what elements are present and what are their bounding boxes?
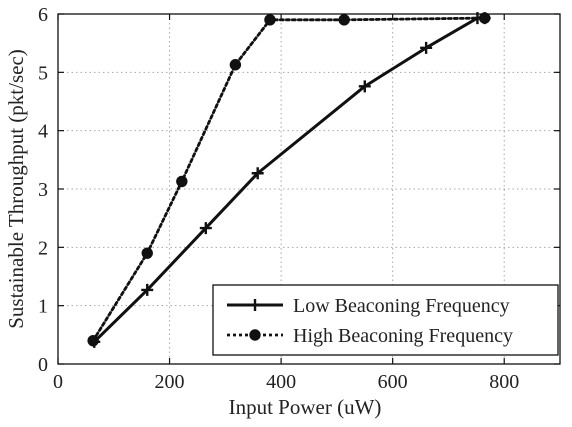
legend-item-high-beaconing: High Beaconing Frequency <box>227 325 513 347</box>
series-layer <box>87 12 491 348</box>
x-tick-label: 600 <box>378 371 408 393</box>
legend-item-low-beaconing: Low Beaconing Frequency <box>227 295 510 317</box>
series-2-circle-marker <box>264 14 276 26</box>
series-2-circle-marker <box>229 59 242 71</box>
y-tick-label: 2 <box>38 237 48 259</box>
x-tick-label: 800 <box>489 371 519 393</box>
y-tick-label: 1 <box>38 296 48 318</box>
series-1-plus-marker <box>249 299 261 311</box>
series-1-plus-marker <box>358 80 371 93</box>
y-tick-label: 4 <box>38 121 48 143</box>
high-beaconing-series <box>87 12 491 347</box>
x-tick-label: 0 <box>53 371 63 393</box>
series-2-circle-marker <box>338 14 350 26</box>
series-2-circle-marker <box>176 175 188 188</box>
legend: Low Beaconing Frequency High Beaconing Fr… <box>212 284 559 356</box>
x-axis-label: Input Power (uW) <box>229 395 382 419</box>
y-axis-label: Sustainable Throughput (pkt/sec) <box>4 49 28 329</box>
series-2-circle-marker <box>141 247 153 259</box>
axes-layer: 0 200 400 600 800 0 1 2 3 4 5 6 <box>38 4 561 393</box>
series-1-plus-marker <box>199 222 212 235</box>
y-tick-label: 5 <box>38 62 48 84</box>
series-2-circle-marker <box>249 329 261 341</box>
series-1-plus-marker <box>420 41 433 54</box>
legend-label: Low Beaconing Frequency <box>293 295 510 317</box>
series-1-line <box>92 16 487 344</box>
legend-label: High Beaconing Frequency <box>293 325 513 347</box>
y-tick-label: 6 <box>38 4 48 26</box>
legend-box <box>212 284 559 356</box>
series-2-circle-marker <box>87 334 99 347</box>
x-tick-label: 200 <box>155 371 185 393</box>
x-tick-label: 400 <box>266 371 296 393</box>
y-tick-label: 3 <box>38 179 48 201</box>
series-2-circle-marker <box>479 12 491 24</box>
series-1-plus-marker <box>141 283 154 296</box>
y-tick-label: 0 <box>38 354 48 376</box>
series-1-plus-marker <box>251 167 264 180</box>
